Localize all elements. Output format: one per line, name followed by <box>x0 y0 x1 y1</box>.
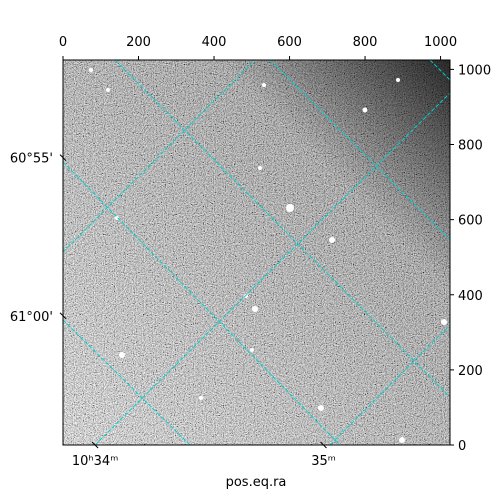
ra-tick-label: 35ᵐ <box>311 454 336 469</box>
dec-tick-label: 61°00' <box>10 310 53 325</box>
dec-tick <box>59 312 67 320</box>
top-tick-label: 400 <box>202 35 227 50</box>
frame <box>62 59 451 446</box>
top-tick-label: 800 <box>353 35 378 50</box>
ra-tick <box>320 441 327 449</box>
top-tick-label: 600 <box>277 35 302 50</box>
ra-tick <box>91 441 99 449</box>
x-axis-label: pos.eq.ra <box>226 475 287 490</box>
right-tick-label: 400 <box>458 289 483 304</box>
ra-tick-label: 10ʰ34ᵐ <box>72 454 118 469</box>
right-tick-label: 1000 <box>458 63 491 78</box>
dec-tick <box>59 154 67 162</box>
right-tick-label: 600 <box>458 214 483 229</box>
dec-tick-label: 60°55' <box>10 152 53 167</box>
right-tick-label: 0 <box>458 439 466 454</box>
top-tick-label: 200 <box>126 35 151 50</box>
top-tick-label: 1000 <box>424 35 457 50</box>
top-tick-label: 0 <box>59 35 67 50</box>
sky-image <box>63 60 450 445</box>
right-tick-label: 800 <box>458 139 483 154</box>
stars <box>89 68 447 443</box>
right-tick-label: 200 <box>458 364 483 379</box>
coordinate-grid <box>63 60 450 445</box>
